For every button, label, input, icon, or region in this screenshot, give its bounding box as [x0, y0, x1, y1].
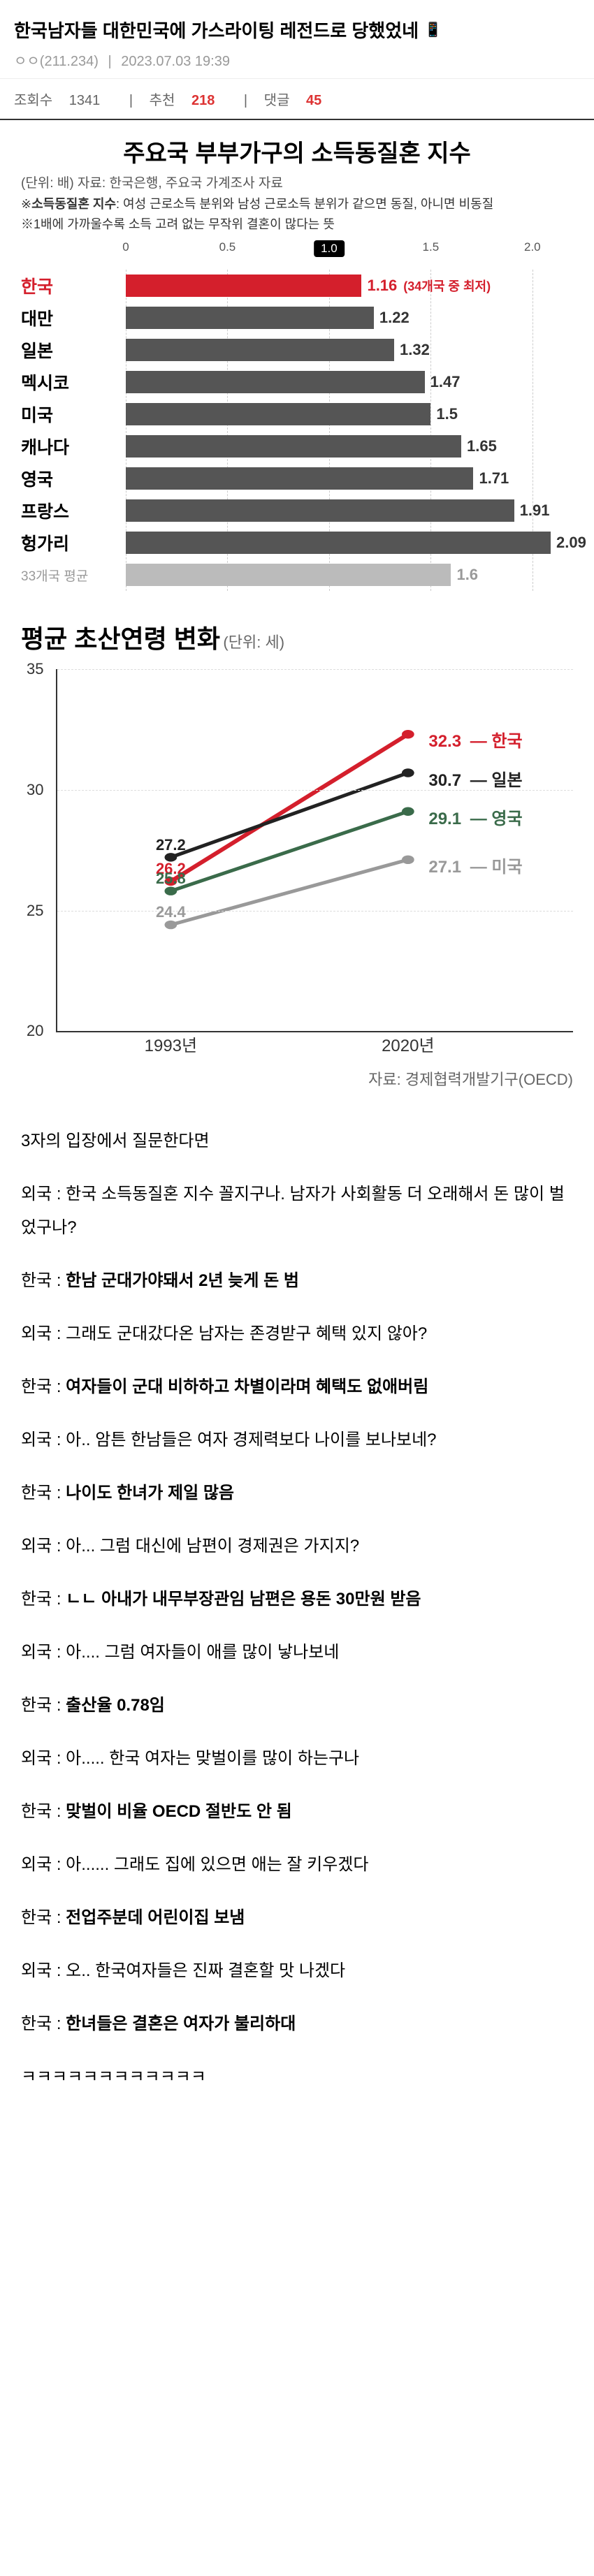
dialogue-a: 한국 : ㄴㄴ 아내가 내무부장관임 남편은 용돈 30만원 받음	[21, 1583, 573, 1616]
date: 2023.07.03 19:39	[121, 54, 230, 69]
post-content: 주요국 부부가구의 소득동질혼 지수 (단위: 배) 자료: 한국은행, 주요국…	[0, 120, 594, 2142]
post-stats: 조회수 1341 | 추천 218 | 댓글 45	[0, 79, 594, 120]
recommends: 추천 218	[150, 93, 228, 108]
dialogue-q: 외국 : 아..... 한국 여자는 맞벌이를 많이 하는구나	[21, 1742, 573, 1776]
chart2-unit: (단위: 세)	[223, 634, 284, 651]
dialogue-q: 외국 : 아.... 그럼 여자들이 애를 많이 낳나보네	[21, 1636, 573, 1669]
comments: 댓글 45	[264, 93, 335, 108]
chart1-title: 주요국 부부가구의 소득동질혼 지수	[21, 134, 573, 168]
author: ㅇㅇ(211.234)	[14, 54, 99, 69]
dialogue-q: 외국 : 아... 그럼 대신에 남편이 경제권은 가지지?	[21, 1530, 573, 1563]
dialogue-q: 외국 : 아.. 암튼 한남들은 여자 경제력보다 나이를 보나보네?	[21, 1424, 573, 1457]
dialogue-a: 한국 : 전업주분데 어린이집 보냄	[21, 1901, 573, 1935]
dialogue-a: 한국 : 출산율 0.78임	[21, 1689, 573, 1722]
post-header: 한국남자들 대한민국에 가스라이팅 레전드로 당했었네 📱 ㅇㅇ(211.234…	[0, 0, 594, 79]
dialogue-a: 한국 : 한남 군대가야돼서 2년 늦게 돈 범	[21, 1264, 573, 1298]
chart1-row: 미국1.5	[21, 398, 573, 430]
chart2-source: 자료: 경제협력개발기구(OECD)	[21, 1067, 573, 1090]
chart1-row: 33개국 평균1.6	[21, 559, 573, 591]
chart1-row: 대만1.22	[21, 302, 573, 334]
dialogue-a: 한국 : 맞벌이 비율 OECD 절반도 안 됨	[21, 1795, 573, 1829]
chart1-rows: 한국1.16 (34개국 중 최저)대만1.22일본1.32멕시코1.47미국1…	[21, 270, 573, 591]
chart1-row: 헝가리2.09	[21, 527, 573, 559]
dialogue-a: 한국 : 한녀들은 결혼은 여자가 불리하대	[21, 2007, 573, 2041]
dialogue-q: 외국 : 오.. 한국여자들은 진짜 결혼할 맛 나겠다	[21, 1954, 573, 1988]
chart1-axis: 00.51.01.52.0	[126, 240, 573, 267]
chart2-header: 평균 초산연령 변화 (단위: 세)	[21, 619, 573, 655]
title-text: 한국남자들 대한민국에 가스라이팅 레전드로 당했었네	[14, 17, 419, 43]
dialogue-q: 외국 : 한국 소득동질혼 지수 꼴지구나. 남자가 사회활동 더 오래해서 돈…	[21, 1178, 573, 1245]
chart1-row: 영국1.71	[21, 462, 573, 495]
chart1-row: 일본1.32	[21, 334, 573, 366]
chart1-row: 캐나다1.65	[21, 430, 573, 462]
dialogue-a: 한국 : 나이도 한녀가 제일 많음	[21, 1477, 573, 1510]
income-homogamy-chart: 주요국 부부가구의 소득동질혼 지수 (단위: 배) 자료: 한국은행, 주요국…	[0, 120, 594, 598]
body-text: 3자의 입장에서 질문한다면 외국 : 한국 소득동질혼 지수 꼴지구나. 남자…	[0, 1104, 594, 2094]
first-birth-age-chart: 평균 초산연령 변화 (단위: 세) 202530351993년2020년26.…	[0, 605, 594, 1104]
chart1-row: 프랑스1.91	[21, 495, 573, 527]
views: 조회수 1341	[14, 93, 113, 108]
chart2-plot: 202530351993년2020년26.232.3 — 한국27.230.7 …	[56, 669, 573, 1032]
dialogue-q: 외국 : 그래도 군대갔다온 남자는 존경받구 혜택 있지 않아?	[21, 1317, 573, 1351]
chart1-row: 멕시코1.47	[21, 366, 573, 398]
intro: 3자의 입장에서 질문한다면	[21, 1125, 573, 1158]
chart1-subtitle: (단위: 배) 자료: 한국은행, 주요국 가계조사 자료	[21, 173, 573, 191]
mobile-icon: 📱	[424, 21, 442, 38]
chart2-title: 평균 초산연령 변화	[21, 624, 220, 653]
chart1-note2: ※1배에 가까울수록 소득 고려 없는 무작위 결혼이 많다는 뜻	[21, 216, 573, 233]
dialogue-q: 외국 : 아...... 그래도 집에 있으면 애는 잘 키우겠다	[21, 1848, 573, 1882]
post-title: 한국남자들 대한민국에 가스라이팅 레전드로 당했었네 📱	[14, 17, 580, 43]
outro: ㅋㅋㅋㅋㅋㅋㅋㅋㅋㅋㅋㅋ	[21, 2061, 573, 2094]
chart1-note1: ※소득동질혼 지수: 여성 근로소득 분위와 남성 근로소득 분위가 같으면 동…	[21, 196, 573, 213]
post-meta: ㅇㅇ(211.234) | 2023.07.03 19:39	[14, 50, 580, 70]
dialogue-a: 한국 : 여자들이 군대 비하하고 차별이라며 혜택도 없애버림	[21, 1370, 573, 1404]
chart1-row: 한국1.16 (34개국 중 최저)	[21, 270, 573, 302]
